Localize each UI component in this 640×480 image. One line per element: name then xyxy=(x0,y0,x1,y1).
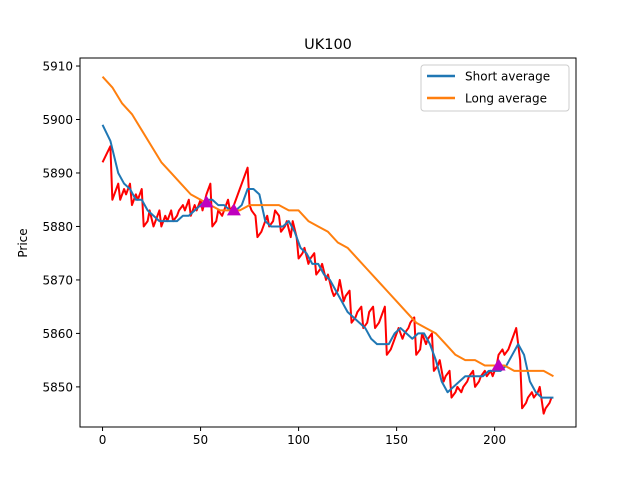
signal-marker xyxy=(199,195,214,208)
x-tick-label: 0 xyxy=(99,433,107,447)
y-tick-label: 5860 xyxy=(42,327,73,341)
chart-title: UK100 xyxy=(304,37,352,53)
legend-box xyxy=(420,64,570,112)
signal-marker xyxy=(491,358,506,371)
y-tick-label: 5910 xyxy=(42,60,73,74)
y-tick-label: 5880 xyxy=(42,220,73,234)
plot-frame xyxy=(79,57,577,428)
plot-area xyxy=(101,76,554,415)
x-tick-label: 200 xyxy=(483,433,506,447)
x-tick-label: 50 xyxy=(193,433,208,447)
series-line-short-average xyxy=(101,124,554,399)
legend: Short average Long average xyxy=(420,64,570,112)
y-tick-label: 5850 xyxy=(42,380,73,394)
x-tick-label: 150 xyxy=(385,433,408,447)
signal-marker xyxy=(226,203,241,216)
series-line-price xyxy=(101,145,553,415)
y-tick-label: 5890 xyxy=(42,166,73,180)
y-tick-label: 5870 xyxy=(42,273,73,287)
axes-ticks: 0 50 100 150 200 5850 5860 5870 5880 5890 5900 5910 xyxy=(42,60,506,447)
x-tick-label: 100 xyxy=(287,433,310,447)
legend-label-long-average: Long average xyxy=(465,92,547,106)
legend-label-short-average: Short average xyxy=(465,70,550,84)
y-tick-label: 5900 xyxy=(42,113,73,127)
series-line-long-average xyxy=(101,76,554,378)
y-axis-label: Price xyxy=(16,228,30,257)
